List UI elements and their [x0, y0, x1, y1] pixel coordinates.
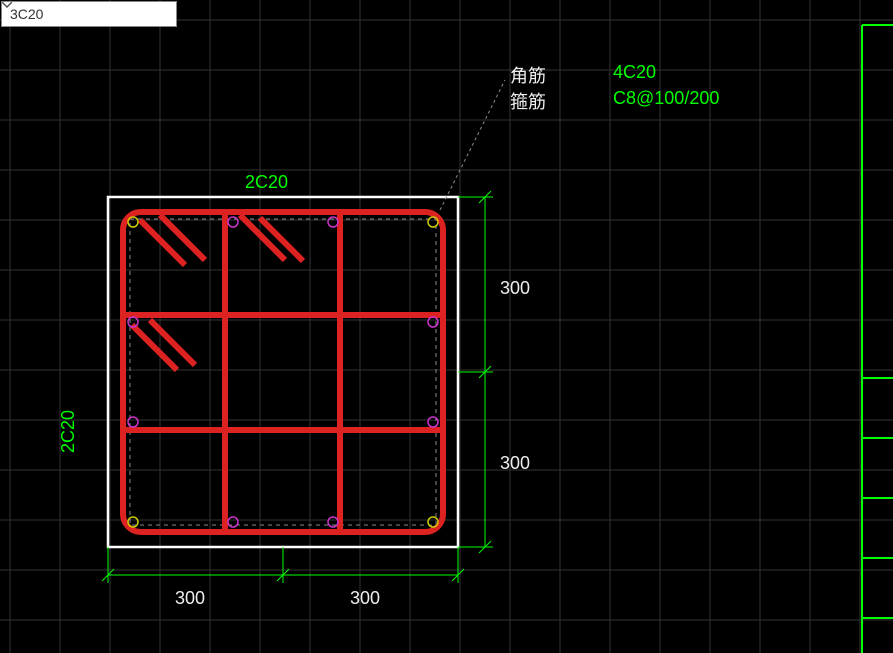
rebars: [128, 217, 438, 527]
dimensions: [102, 191, 493, 583]
label-right-1: 4C20: [613, 62, 656, 83]
dim-right-0: 300: [500, 278, 530, 299]
dim-bottom-1: 300: [350, 588, 380, 609]
stirrup-hooks: [132, 215, 303, 370]
right-rail: [862, 25, 893, 653]
label-top-bar: 2C20: [245, 172, 288, 193]
dropdown-value: 3C20: [10, 6, 43, 22]
label-stirrup: 箍筋: [510, 88, 546, 114]
leader-line: [440, 80, 505, 210]
stirrup-dashed-guide: [130, 219, 436, 525]
chevron-down-icon: [156, 6, 172, 22]
dim-bottom-0: 300: [175, 588, 205, 609]
label-right-2: C8@100/200: [613, 88, 719, 109]
drawing-svg: [0, 0, 893, 653]
label-left-bar: 2C20: [58, 410, 79, 453]
cad-canvas: 3C20 2C20 2C20 角筋箍筋 4C20 C8@100/200 300 300 300…: [0, 0, 893, 653]
dim-right-1: 300: [500, 453, 530, 474]
label-corner-rebar: 角筋: [510, 62, 546, 88]
rebar-spec-dropdown[interactable]: 3C20: [1, 1, 177, 27]
